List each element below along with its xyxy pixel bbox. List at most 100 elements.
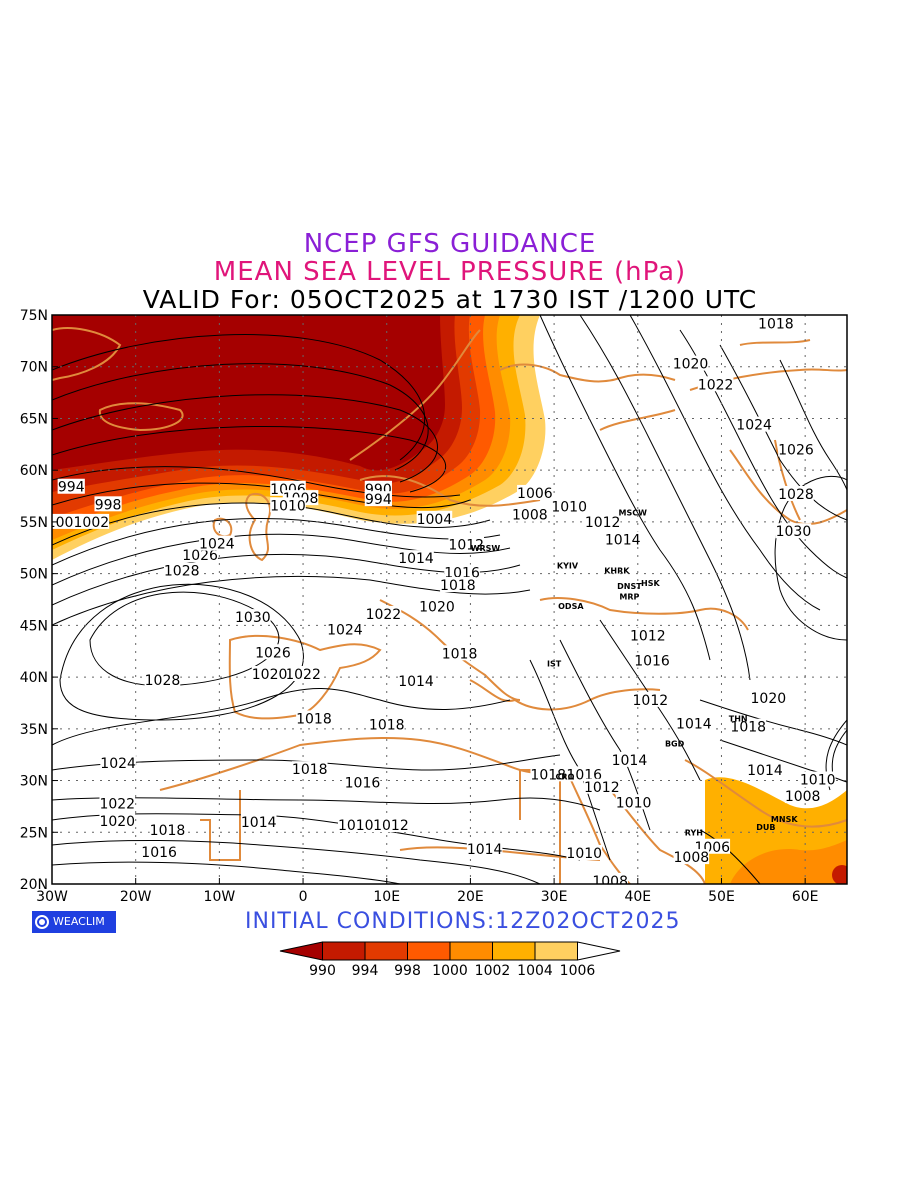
isobar-label-bg bbox=[778, 441, 814, 457]
lat-tick-label: 35N bbox=[20, 722, 48, 738]
isobar-label: 1022 bbox=[366, 607, 402, 623]
isobar-label: 994 bbox=[58, 480, 85, 496]
isobar-label: 1030 bbox=[776, 524, 812, 540]
isobar-label-bg bbox=[672, 355, 709, 371]
isobar-label-bg bbox=[673, 849, 710, 865]
lon-tick-label: 50E bbox=[708, 889, 735, 905]
lat-tick-label: 40N bbox=[20, 670, 48, 686]
isobar-label-bg bbox=[251, 665, 288, 681]
isobar-label-bg bbox=[373, 817, 409, 833]
tropical-low-core bbox=[832, 865, 847, 884]
isobar-label-bg bbox=[592, 872, 628, 884]
isobar-label: 1014 bbox=[747, 763, 783, 779]
isobar-label-bg bbox=[676, 715, 712, 731]
isobar-label: 1014 bbox=[605, 532, 641, 548]
isobar-labels: 1018102010221024102610281030994998100010… bbox=[52, 315, 836, 884]
isobar-label-bg bbox=[365, 605, 402, 621]
isobar-label-bg bbox=[584, 778, 620, 794]
legend-level-label: 1004 bbox=[517, 963, 553, 979]
isobar-label-bg bbox=[775, 523, 812, 539]
city-label: THN bbox=[729, 715, 748, 724]
isobar-label: 1010 bbox=[338, 818, 374, 834]
isobar-label-bg bbox=[784, 788, 821, 804]
lon-tick-label: 60E bbox=[792, 889, 819, 905]
isobar-label-bg bbox=[255, 644, 291, 660]
isobar-label: 1020 bbox=[419, 600, 455, 616]
isobar-label-bg bbox=[630, 627, 666, 643]
isobar-label: 1010 bbox=[566, 846, 602, 862]
isobar-label-bg bbox=[337, 817, 374, 833]
isobar-label: 1014 bbox=[612, 753, 648, 769]
legend-arrow-low bbox=[279, 941, 323, 961]
city-label: MNSK bbox=[771, 815, 798, 824]
lat-tick-label: 55N bbox=[20, 515, 48, 531]
lat-tick-label: 20N bbox=[20, 877, 48, 893]
lon-tick-label: 30E bbox=[541, 889, 568, 905]
lon-tick-label: 40E bbox=[624, 889, 651, 905]
isobar-label-bg bbox=[584, 513, 621, 529]
lat-tick-label: 75N bbox=[20, 308, 48, 324]
isobar-label-bg bbox=[240, 813, 277, 829]
city-label: HSK bbox=[641, 579, 660, 588]
isobar-label-bg bbox=[270, 497, 306, 513]
city-label: DNST bbox=[617, 582, 642, 591]
isobar-label-bg bbox=[604, 531, 641, 547]
legend-swatch bbox=[322, 941, 366, 961]
city-label: WRSW bbox=[471, 544, 501, 553]
legend-level-label: 1006 bbox=[560, 963, 596, 979]
isobar-label-bg bbox=[530, 766, 567, 782]
isobar-label: 1016 bbox=[141, 845, 177, 861]
legend-swatch bbox=[534, 941, 578, 961]
isobar-label: 1022 bbox=[698, 377, 734, 393]
logo-text: WEACLIM bbox=[53, 915, 105, 928]
isobar-label: 1028 bbox=[164, 564, 200, 580]
isobar-label-bg bbox=[99, 795, 136, 811]
isobar-label-bg bbox=[611, 751, 648, 767]
longitude-axis: 30W 20W 10W 0 10E 20E 30E 40E 50E 60E bbox=[36, 878, 818, 905]
isobar-label: 998 bbox=[95, 497, 122, 513]
isobar-label: 1024 bbox=[100, 756, 136, 772]
isobar-label: 1012 bbox=[373, 818, 409, 834]
lat-tick-label: 65N bbox=[20, 411, 48, 427]
legend-arrow-high bbox=[577, 941, 621, 961]
title-model: NCEP GFS GUIDANCE bbox=[303, 229, 597, 259]
isobar-label: 1008 bbox=[512, 508, 548, 524]
title-field: MEAN SEA LEVEL PRESSURE (hPa) bbox=[213, 257, 687, 287]
isobar-label-bg bbox=[398, 673, 434, 689]
isobar-label: 1014 bbox=[676, 717, 712, 733]
isobar-label-bg bbox=[632, 691, 669, 707]
isobar-label-bg bbox=[291, 761, 328, 777]
legend-level-label: 1000 bbox=[432, 963, 468, 979]
fill-heat-low-inner bbox=[730, 840, 847, 884]
isobar-label: 1022 bbox=[285, 667, 321, 683]
isobar-label: 1020 bbox=[673, 357, 709, 373]
isobar-label-bg bbox=[615, 794, 652, 810]
isobar-label: 1014 bbox=[467, 842, 503, 858]
isobar-label: 1018 bbox=[442, 646, 478, 662]
legend-level-label: 998 bbox=[394, 963, 421, 979]
latitude-axis: 75N 70N 65N 60N 55N 50N 45N 40N 35N 30N 25N 20N bbox=[20, 308, 58, 893]
legend-swatch bbox=[364, 941, 408, 961]
isobar-label: 1018 bbox=[369, 718, 405, 734]
isobar-label-bg bbox=[99, 812, 136, 828]
isobar-label: 1018 bbox=[758, 316, 794, 332]
isobar-label-bg bbox=[697, 376, 734, 392]
legend-level-label: 994 bbox=[352, 963, 379, 979]
isobar-label-bg bbox=[327, 621, 363, 637]
isobar-label: 1012 bbox=[584, 780, 620, 796]
lat-tick-label: 30N bbox=[20, 774, 48, 790]
isobar-label: 1028 bbox=[145, 673, 181, 689]
isobar-label-bg bbox=[73, 513, 110, 529]
isobar-label: 1020 bbox=[252, 667, 288, 683]
lon-tick-label: 30W bbox=[36, 889, 68, 905]
isobar-label: 1026 bbox=[182, 548, 218, 564]
isobar-label: 1026 bbox=[255, 645, 291, 661]
isobar-label: 1020 bbox=[99, 814, 135, 830]
isobar-label-bg bbox=[466, 840, 503, 856]
isobar-label-bg bbox=[730, 718, 767, 734]
isobar-label: 1010 bbox=[616, 795, 652, 811]
isobar-label-bg bbox=[144, 672, 181, 688]
isobar-label: 1020 bbox=[751, 691, 787, 707]
isobar-label: 1030 bbox=[235, 610, 271, 626]
